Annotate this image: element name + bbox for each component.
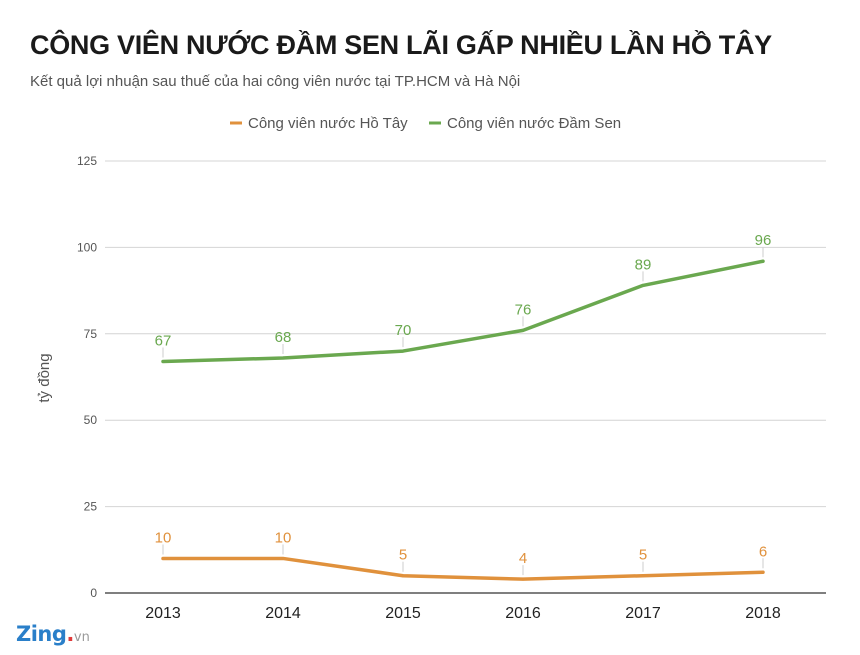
- gridlines: [105, 160, 826, 594]
- data-point-ho-tay: [161, 556, 165, 560]
- y-tick-label: 0: [90, 586, 97, 600]
- data-label-dam-sen: 67: [155, 332, 172, 349]
- data-point-dam-sen: [761, 259, 765, 263]
- x-tick-label: 2016: [505, 605, 541, 622]
- data-point-dam-sen: [281, 356, 285, 360]
- y-tick-labels: 0 25 50 75 100 125: [77, 154, 97, 600]
- series-dam-sen: 67 68 70 76 89 96: [155, 232, 772, 364]
- data-point-ho-tay: [401, 574, 405, 578]
- legend-label-ho-tay: Công viên nước Hồ Tây: [248, 115, 408, 132]
- x-tick-labels: 2013 2014 2015 2016 2017 2018: [145, 605, 781, 622]
- logo-dot: .: [66, 622, 74, 646]
- data-point-ho-tay: [521, 577, 525, 581]
- legend-item-ho-tay: Công viên nước Hồ Tây: [230, 115, 408, 132]
- chart-subtitle: Kết quả lợi nhuận sau thuế của hai công …: [30, 73, 521, 90]
- y-tick-label: 75: [84, 327, 98, 341]
- data-point-dam-sen: [641, 283, 645, 287]
- data-label-ho-tay: 4: [519, 550, 527, 567]
- data-label-dam-sen: 70: [395, 322, 412, 339]
- data-label-dam-sen: 68: [275, 329, 292, 346]
- series-ho-tay: 10 10 5 4 5 6: [155, 529, 767, 581]
- data-label-dam-sen: 76: [515, 301, 532, 318]
- data-label-ho-tay: 6: [759, 543, 767, 560]
- data-label-dam-sen: 89: [635, 256, 652, 273]
- data-point-dam-sen: [161, 359, 165, 363]
- data-label-ho-tay: 10: [275, 529, 292, 546]
- x-tick-label: 2014: [265, 605, 301, 622]
- x-tick-label: 2013: [145, 605, 181, 622]
- data-label-ho-tay: 5: [399, 547, 407, 564]
- y-tick-label: 25: [84, 500, 98, 514]
- zing-logo: Zing.vn: [16, 622, 90, 646]
- data-label-ho-tay: 10: [155, 529, 172, 546]
- x-tick-label: 2017: [625, 605, 661, 622]
- y-tick-label: 100: [77, 240, 97, 254]
- data-label-ho-tay: 5: [639, 547, 647, 564]
- series-line-ho-tay: [161, 556, 765, 581]
- series-line-dam-sen: [161, 259, 765, 364]
- legend-item-dam-sen: Công viên nước Đầm Sen: [429, 115, 621, 132]
- legend: Công viên nước Hồ Tây Công viên nước Đầm…: [230, 115, 621, 132]
- data-point-ho-tay: [281, 556, 285, 560]
- y-tick-label: 50: [84, 413, 98, 427]
- chart-title: CÔNG VIÊN NƯỚC ĐẦM SEN LÃI GẤP NHIỀU LẦN…: [30, 30, 772, 60]
- logo-tld: vn: [73, 630, 90, 645]
- logo-brand: Zing: [16, 622, 67, 646]
- series-group: 10 10 5 4 5 6 67 68 70 76 89 96: [155, 232, 772, 581]
- legend-label-dam-sen: Công viên nước Đầm Sen: [447, 115, 621, 132]
- data-point-ho-tay: [761, 570, 765, 574]
- y-tick-label: 125: [77, 154, 97, 168]
- y-axis-label: tỷ đồng: [36, 353, 53, 402]
- x-tick-label: 2018: [745, 605, 781, 622]
- x-tick-label: 2015: [385, 605, 421, 622]
- data-point-dam-sen: [521, 328, 525, 332]
- data-label-dam-sen: 96: [755, 232, 772, 249]
- data-point-ho-tay: [641, 574, 645, 578]
- data-point-dam-sen: [401, 349, 405, 353]
